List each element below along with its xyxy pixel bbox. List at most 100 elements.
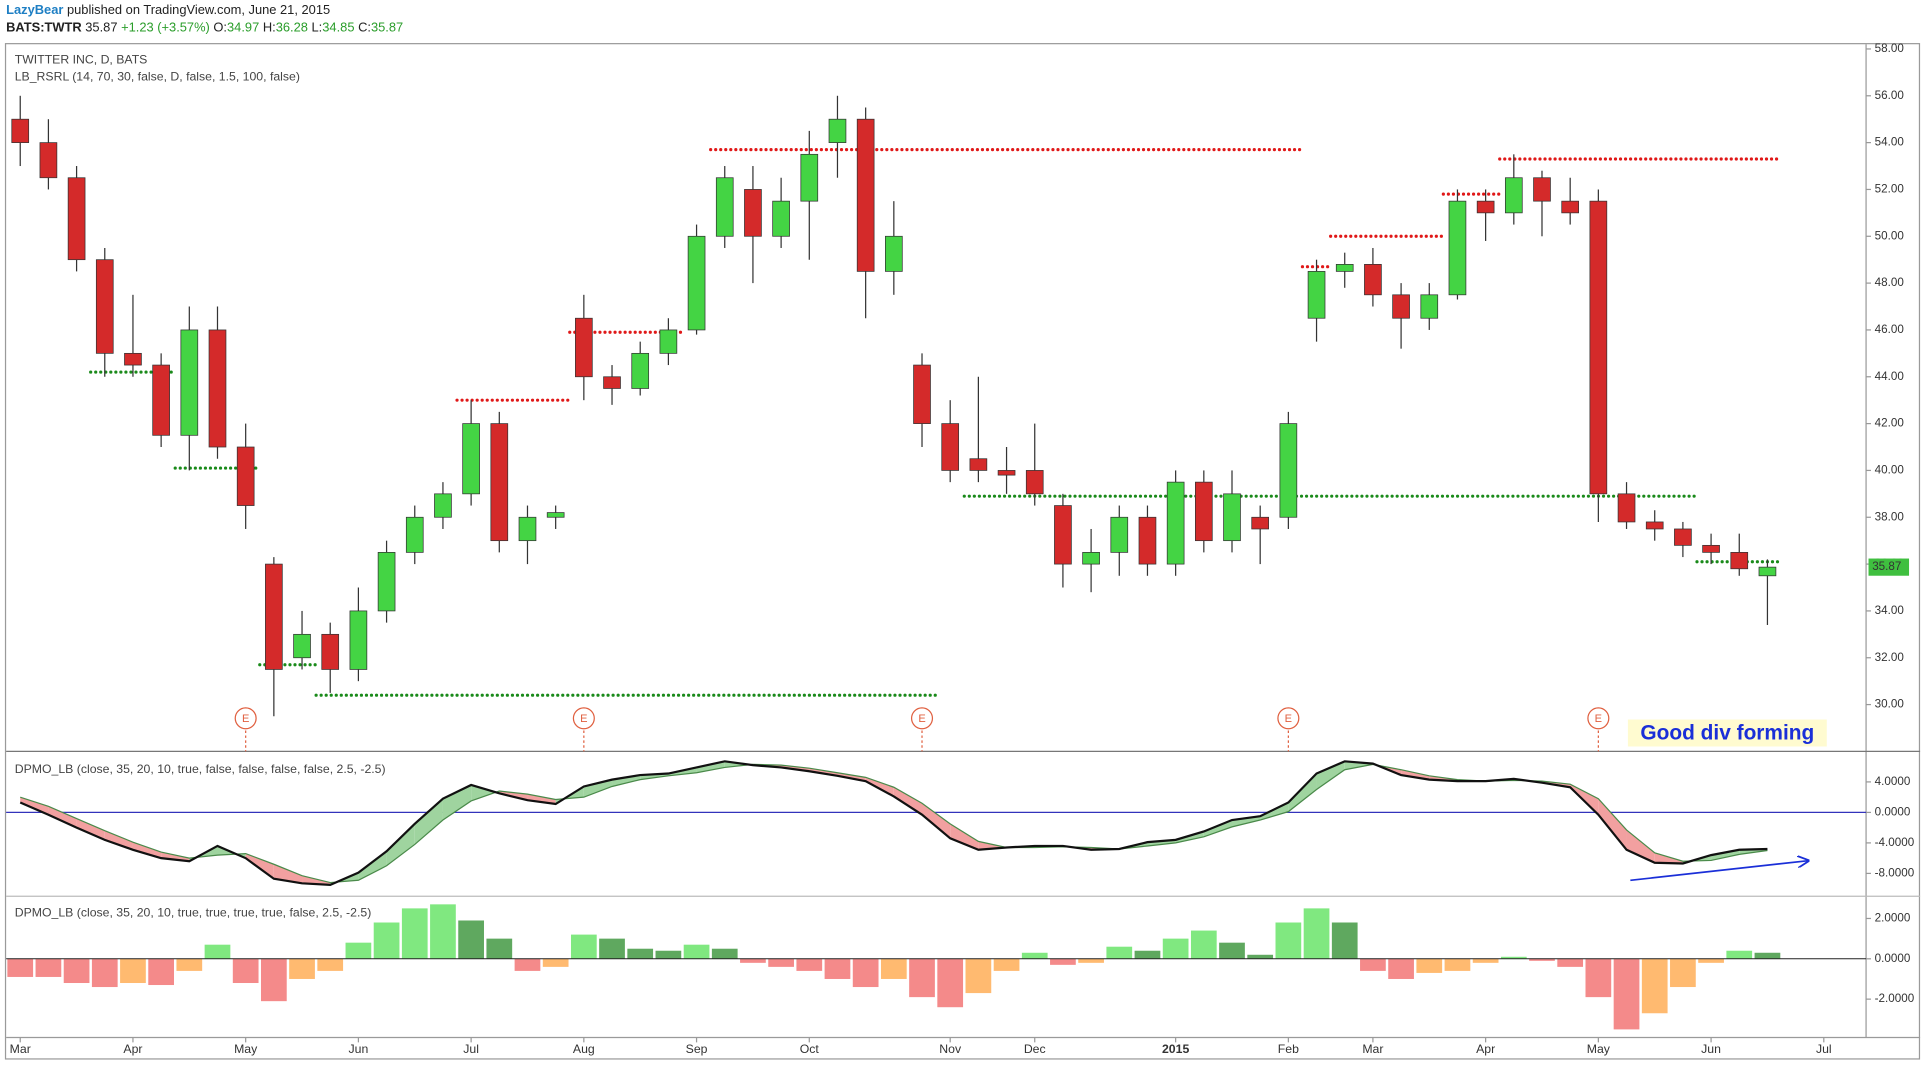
open-label: O: xyxy=(213,20,227,35)
event-marker xyxy=(572,707,595,730)
histogram-bar xyxy=(1641,958,1668,1014)
y-tick-label: 38.00 xyxy=(1875,510,1905,523)
y-tick-label: 30.00 xyxy=(1875,698,1905,711)
y-tick-label: 58.00 xyxy=(1875,42,1905,55)
candle-body xyxy=(1279,423,1298,518)
histogram-bar xyxy=(373,922,400,959)
y-tick-label: 34.00 xyxy=(1875,604,1905,617)
band-fill xyxy=(583,779,613,798)
y-tick-label: 40.00 xyxy=(1875,464,1905,477)
histogram-bar xyxy=(1388,958,1414,979)
candle-body xyxy=(236,446,255,506)
candle-body xyxy=(1533,177,1551,202)
histogram-bar xyxy=(796,958,823,971)
candle-body xyxy=(772,200,790,237)
histogram-bar xyxy=(1247,954,1274,959)
candle-body xyxy=(434,493,452,518)
histogram-bar xyxy=(120,958,146,984)
candle-body xyxy=(575,317,593,378)
x-tick-label: Apr xyxy=(1476,1042,1495,1056)
low-label: L: xyxy=(312,20,323,35)
band-fill xyxy=(414,798,443,845)
high-value: 36.28 xyxy=(276,20,308,35)
author[interactable]: LazyBear xyxy=(6,3,63,18)
y-tick-label: 44.00 xyxy=(1875,370,1905,383)
band-fill xyxy=(132,842,162,859)
open-value: 34.97 xyxy=(227,20,259,35)
candle-body xyxy=(293,633,311,659)
event-label: E xyxy=(580,713,587,725)
candle-body xyxy=(1476,200,1495,214)
histogram-bar xyxy=(176,958,203,971)
y-tick-label: 0.0000 xyxy=(1875,952,1911,965)
indicator-legend: DPMO_LB (close, 35, 20, 10, true, true, … xyxy=(15,906,372,920)
candle-body xyxy=(1617,493,1636,523)
histogram-bar xyxy=(1754,952,1781,959)
histogram-bar xyxy=(1698,958,1724,963)
histogram-bar xyxy=(993,958,1020,971)
histogram-bar xyxy=(430,904,456,959)
histogram-bar xyxy=(1557,958,1584,967)
y-tick-label: 0.0000 xyxy=(1875,805,1911,818)
published: published on TradingView.com, June 21, 2… xyxy=(67,3,330,18)
band-fill xyxy=(76,818,105,840)
histogram-bar xyxy=(1529,958,1555,961)
symbol: BATS:TWTR xyxy=(6,20,82,35)
last-price-box xyxy=(1868,558,1910,576)
candle-body xyxy=(39,142,58,179)
histogram-bar xyxy=(401,908,428,959)
frame xyxy=(4,43,1921,1060)
x-tick-label: Mar xyxy=(10,1042,31,1056)
histogram-bar xyxy=(148,958,174,986)
candle-body xyxy=(687,235,706,331)
candle-body xyxy=(603,376,621,389)
band-fill xyxy=(922,803,951,839)
histogram-bar xyxy=(1219,942,1245,959)
candle-body xyxy=(321,633,340,670)
high-label: H: xyxy=(263,20,276,35)
candle-body xyxy=(1195,481,1213,542)
candle-body xyxy=(631,352,650,389)
histogram-bar xyxy=(740,958,766,963)
candle-body xyxy=(1251,516,1270,530)
y-tick-label: -8.0000 xyxy=(1875,866,1915,879)
y-tick-label: 4.0000 xyxy=(1875,775,1911,788)
x-tick-label: May xyxy=(1587,1042,1611,1056)
candle-body xyxy=(1223,493,1241,542)
y-tick-label: 56.00 xyxy=(1875,89,1905,102)
candle-body xyxy=(997,470,1016,476)
event-label: E xyxy=(918,713,925,725)
histogram-bar xyxy=(514,958,541,971)
histogram-bar xyxy=(824,958,851,979)
change: +1.23 (+3.57%) xyxy=(121,20,210,35)
band-fill xyxy=(1232,816,1261,827)
histogram-bar xyxy=(627,948,654,959)
candle-body xyxy=(1730,552,1749,570)
histogram-bar xyxy=(1585,958,1612,998)
event-marker xyxy=(910,707,934,730)
last: 35.87 xyxy=(85,20,117,35)
candle-body xyxy=(180,329,199,436)
x-tick-label: Jun xyxy=(349,1042,369,1056)
candle-body xyxy=(941,423,960,471)
histogram-bar xyxy=(655,950,682,959)
candle-body xyxy=(715,177,734,237)
x-tick-label: Dec xyxy=(1024,1042,1046,1056)
candle-body xyxy=(659,329,678,354)
histogram-bar xyxy=(1444,958,1471,971)
x-tick-label: Nov xyxy=(939,1042,962,1056)
last-price-label: 35.87 xyxy=(1872,560,1901,573)
y-tick-label: 42.00 xyxy=(1875,417,1905,430)
event-marker xyxy=(1587,707,1610,730)
band-fill xyxy=(273,864,303,884)
band-fill xyxy=(386,823,415,866)
candle-body xyxy=(67,177,86,261)
histogram-bar xyxy=(317,958,344,971)
histogram-bar xyxy=(1162,938,1189,959)
histogram-bar xyxy=(768,958,794,967)
histogram-bar xyxy=(232,958,259,984)
histogram-bar xyxy=(1106,946,1133,959)
histogram-bar xyxy=(1275,922,1302,959)
close-label: C: xyxy=(358,20,371,35)
